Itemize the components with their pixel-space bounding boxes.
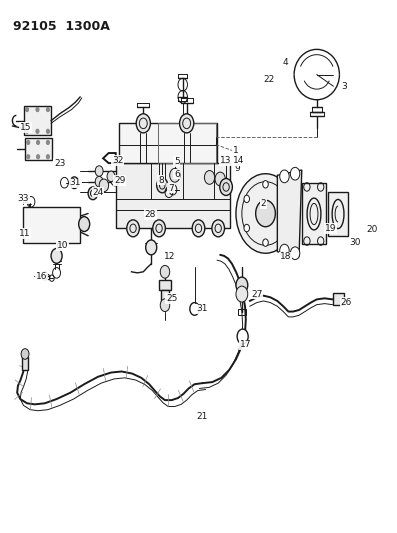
Circle shape [256, 200, 276, 227]
Circle shape [99, 179, 109, 192]
Text: 19: 19 [325, 224, 336, 233]
Circle shape [146, 240, 157, 255]
Circle shape [36, 129, 39, 133]
Circle shape [244, 224, 249, 232]
Text: 2: 2 [261, 199, 266, 208]
Polygon shape [278, 170, 302, 257]
Circle shape [237, 329, 248, 344]
Text: 20: 20 [366, 225, 378, 234]
Text: 31: 31 [196, 304, 207, 313]
Bar [25, 138, 52, 160]
Bar [119, 123, 217, 163]
Circle shape [36, 108, 39, 112]
Text: 11: 11 [19, 229, 30, 238]
Circle shape [111, 175, 119, 186]
Bar [159, 280, 171, 290]
Bar [161, 290, 170, 303]
Bar [333, 293, 344, 305]
Text: 7: 7 [168, 183, 174, 192]
Circle shape [95, 166, 103, 176]
Text: 8: 8 [158, 175, 164, 184]
Circle shape [281, 195, 287, 203]
Text: 13: 13 [220, 156, 231, 165]
Text: 17: 17 [240, 341, 252, 350]
Circle shape [153, 220, 166, 237]
Text: 24: 24 [93, 188, 104, 197]
Circle shape [236, 174, 295, 253]
Circle shape [280, 244, 289, 257]
Bar [238, 309, 246, 316]
Bar [116, 163, 230, 228]
Text: 3: 3 [341, 82, 347, 91]
Text: 33: 33 [17, 194, 29, 203]
Text: 26: 26 [341, 298, 352, 307]
Circle shape [37, 155, 40, 159]
Circle shape [179, 114, 194, 133]
Circle shape [46, 108, 50, 112]
Circle shape [236, 286, 248, 302]
Bar [24, 106, 51, 135]
Circle shape [290, 247, 300, 260]
Circle shape [192, 220, 205, 237]
Circle shape [95, 176, 103, 187]
Circle shape [25, 129, 29, 133]
Text: 1: 1 [233, 147, 239, 156]
Text: 18: 18 [279, 253, 291, 262]
Text: 16: 16 [36, 271, 47, 280]
Text: 15: 15 [20, 123, 32, 132]
Circle shape [263, 181, 268, 188]
Text: 12: 12 [164, 253, 176, 262]
Bar [328, 192, 348, 236]
Text: 22: 22 [264, 75, 275, 84]
Text: 10: 10 [57, 241, 68, 250]
Text: 14: 14 [233, 156, 245, 165]
Circle shape [107, 171, 115, 182]
Text: 5: 5 [174, 157, 180, 166]
Circle shape [280, 170, 289, 183]
Circle shape [46, 155, 50, 159]
Text: 6: 6 [174, 169, 180, 179]
Circle shape [215, 172, 225, 186]
Circle shape [51, 248, 62, 263]
Circle shape [46, 140, 50, 144]
Bar [22, 357, 28, 370]
Circle shape [263, 239, 268, 246]
Circle shape [244, 195, 249, 203]
Text: 9: 9 [234, 165, 240, 173]
Text: 29: 29 [114, 176, 125, 185]
Text: 25: 25 [166, 294, 177, 303]
Circle shape [46, 129, 50, 133]
Circle shape [157, 178, 168, 193]
Circle shape [290, 167, 300, 180]
Text: 92105  1300A: 92105 1300A [13, 20, 110, 33]
Bar [23, 207, 80, 243]
Circle shape [160, 299, 170, 312]
Text: 4: 4 [282, 58, 288, 67]
Circle shape [79, 216, 90, 231]
Circle shape [88, 187, 98, 200]
Text: 32: 32 [112, 156, 123, 165]
Circle shape [127, 220, 139, 237]
Circle shape [27, 155, 30, 159]
Bar [302, 183, 326, 244]
Circle shape [136, 114, 150, 133]
Circle shape [204, 171, 215, 184]
Circle shape [220, 179, 232, 196]
Circle shape [236, 277, 248, 293]
Circle shape [21, 349, 29, 359]
Circle shape [212, 220, 225, 237]
Circle shape [25, 108, 29, 112]
Text: 27: 27 [251, 289, 262, 298]
Circle shape [170, 168, 180, 182]
Circle shape [27, 140, 30, 144]
Circle shape [160, 265, 170, 278]
Text: 30: 30 [350, 238, 361, 247]
Circle shape [281, 224, 287, 232]
Circle shape [37, 140, 40, 144]
Text: 23: 23 [54, 159, 66, 167]
Bar [158, 123, 216, 163]
Text: 31: 31 [70, 178, 81, 187]
Text: 21: 21 [197, 411, 208, 421]
Text: 28: 28 [145, 210, 156, 219]
